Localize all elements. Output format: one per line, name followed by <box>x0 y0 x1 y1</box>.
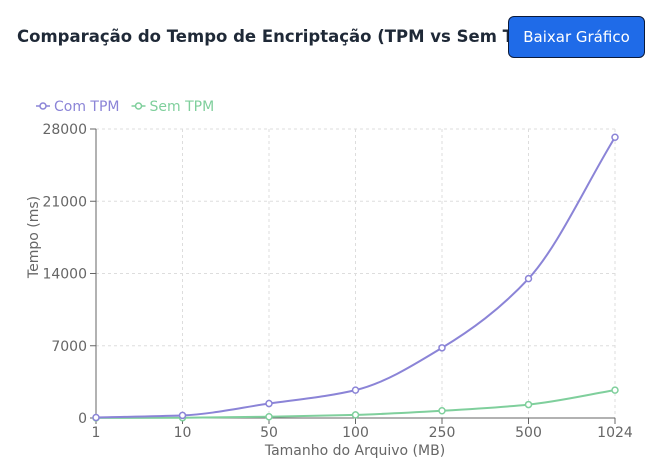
grid-lines <box>96 128 616 418</box>
x-tick-label: 10 <box>174 425 192 441</box>
data-point-com-tpm <box>92 413 100 422</box>
data-point-com-tpm <box>438 344 446 352</box>
data-point-com-tpm <box>611 133 619 142</box>
data-point-com-tpm <box>265 399 273 408</box>
x-tick-label: 100 <box>342 425 369 441</box>
x-tick-label: 1 <box>92 425 101 441</box>
x-tick-label: 50 <box>260 425 278 441</box>
legend-label-sem-tpm: Sem TPM <box>150 99 215 115</box>
series-lines <box>92 133 619 422</box>
y-tick-label: 28000 <box>42 122 87 138</box>
data-point-com-tpm <box>524 274 533 283</box>
data-point-com-tpm <box>351 386 360 394</box>
legend: Com TPM Sem TPM <box>36 99 214 115</box>
download-chart-button[interactable]: Baixar Gráfico <box>508 16 645 58</box>
data-point-sem-tpm <box>611 386 619 394</box>
y-tick-label: 14000 <box>42 267 87 283</box>
data-point-com-tpm <box>178 411 187 420</box>
legend-marker-sem-tpm <box>134 102 143 110</box>
legend-label-com-tpm: Com TPM <box>54 99 120 115</box>
x-tick-label: 1024 <box>597 425 633 441</box>
data-point-sem-tpm <box>524 400 533 409</box>
chart-header: Comparação do Tempo de Encriptação (TPM … <box>0 0 661 76</box>
data-point-sem-tpm <box>351 411 360 419</box>
data-point-sem-tpm <box>265 413 273 421</box>
x-tick-label: 500 <box>515 425 542 441</box>
y-axis-label: Tempo (ms) <box>26 196 42 279</box>
legend-marker-com-tpm <box>39 102 47 110</box>
y-tick-label: 7000 <box>51 339 87 355</box>
x-axis-label: Tamanho do Arquivo (MB) <box>264 443 445 459</box>
chart-title: Comparação do Tempo de Encriptação (TPM … <box>17 27 550 46</box>
x-tick-label: 250 <box>429 425 456 441</box>
data-point-sem-tpm <box>438 407 446 415</box>
y-tick-label: 21000 <box>42 194 87 210</box>
y-tick-label: 0 <box>78 411 87 427</box>
